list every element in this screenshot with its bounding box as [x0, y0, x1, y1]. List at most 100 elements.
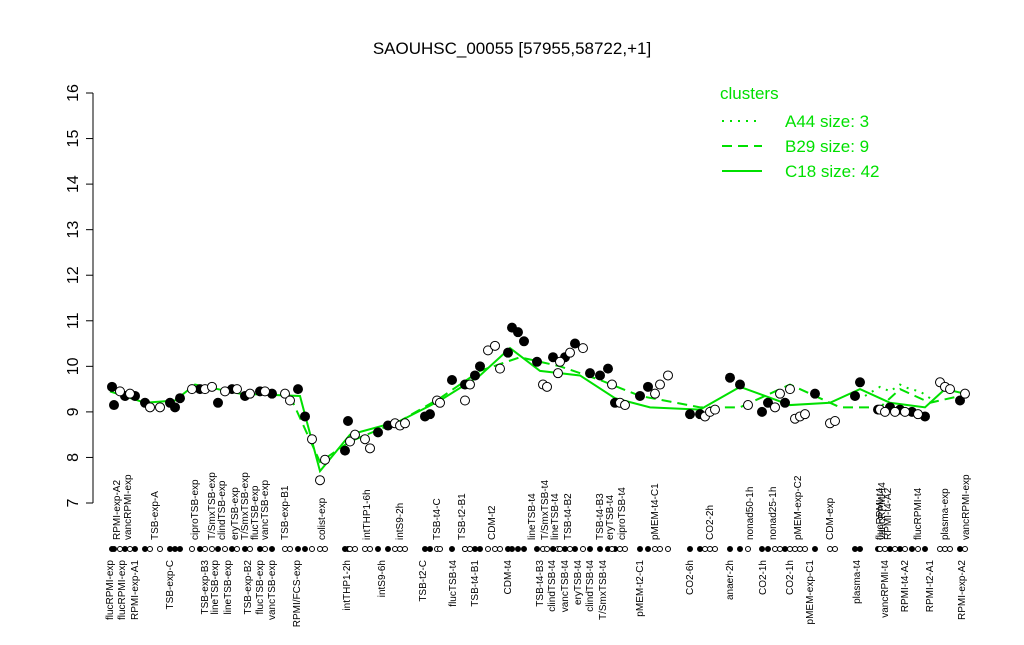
- rug-point: [157, 546, 163, 552]
- top-label: CO2-2h: [705, 505, 716, 540]
- point: [490, 340, 500, 351]
- rug-point: [485, 546, 491, 552]
- rug-point: [962, 546, 968, 552]
- point: [425, 409, 435, 420]
- y-tick-label: 13: [65, 221, 82, 239]
- top-label: TSB-exp-A: [150, 491, 161, 540]
- rug-point: [922, 546, 928, 552]
- bottom-label: vancRPMI-t4: [880, 560, 891, 618]
- top-label: T/SmxTSB-exp: [240, 472, 251, 540]
- top-label: TSB-t2-B1: [457, 493, 468, 540]
- point: [607, 379, 617, 390]
- rug-point: [209, 546, 215, 552]
- rug-point: [247, 546, 253, 552]
- rug-point: [802, 546, 808, 552]
- point: [495, 363, 505, 374]
- rug-point: [172, 546, 178, 552]
- rug-point: [609, 546, 615, 552]
- rug-point: [782, 546, 788, 552]
- point: [232, 384, 242, 395]
- rug-point: [147, 546, 153, 552]
- bottom-label: TSB-exp-B2: [243, 560, 254, 615]
- y-tick-label: 16: [65, 84, 82, 102]
- point: [743, 400, 753, 411]
- point: [207, 381, 217, 392]
- point: [810, 388, 820, 399]
- rug-point: [222, 546, 228, 552]
- rug-point: [257, 546, 263, 552]
- point: [655, 379, 665, 390]
- top-label: pMEM-exp-C2: [793, 475, 804, 540]
- rug-point: [449, 546, 455, 552]
- top-label: T/SmxTSB-t4: [540, 480, 551, 540]
- rug-point: [322, 546, 328, 552]
- top-label: plasma-exp: [940, 488, 951, 540]
- top-label: pMEM-t4-C1: [650, 483, 661, 540]
- top-label: ciproTSB-exp: [190, 479, 201, 540]
- top-label: colist-exp: [317, 497, 328, 540]
- rug-point: [562, 546, 568, 552]
- point: [735, 379, 745, 390]
- rug-point: [887, 546, 893, 552]
- point: [435, 397, 445, 408]
- bottom-label: intS9-6h: [377, 560, 388, 597]
- point: [890, 406, 900, 417]
- point: [350, 429, 360, 440]
- point: [553, 368, 563, 379]
- point: [465, 379, 475, 390]
- bottom-label: CDM-t4: [503, 560, 514, 595]
- bottom-label: flucTSB-exp: [255, 560, 266, 615]
- point: [320, 454, 330, 465]
- rug-point: [702, 546, 708, 552]
- point: [555, 356, 565, 367]
- rug-point: [957, 546, 963, 552]
- rug-point: [167, 546, 173, 552]
- point: [315, 475, 325, 486]
- rug-point: [745, 546, 751, 552]
- point: [955, 395, 965, 406]
- point: [595, 370, 605, 381]
- bottom-label: CO2-1h: [785, 560, 796, 595]
- point: [107, 381, 117, 392]
- rug-point: [832, 546, 838, 552]
- rug-point: [309, 546, 315, 552]
- bottom-label: RPMI-t4-A2: [900, 560, 911, 613]
- bottom-label: flucRPMI-exp: [105, 560, 116, 620]
- bottom-label: eryTSB-t4: [573, 560, 584, 605]
- rug-point: [422, 546, 428, 552]
- rug-point: [637, 546, 643, 552]
- bottom-label: RPMI-exp-A1: [130, 560, 141, 620]
- top-label: TSB-t4-B3: [595, 493, 606, 540]
- top-label: vancRPMI-t4: [877, 482, 888, 540]
- rug-point: [117, 546, 123, 552]
- top-label: nonad25-1h: [768, 487, 779, 540]
- rug-point: [857, 546, 863, 552]
- y-tick-label: 10: [65, 357, 82, 375]
- top-label: ciproTSB-t4: [617, 487, 628, 540]
- top-label: clindTSB-exp: [217, 480, 228, 540]
- point: [400, 418, 410, 429]
- point: [519, 336, 529, 347]
- rug-point: [472, 546, 478, 552]
- rug-point: [287, 546, 293, 552]
- rug-point: [909, 546, 915, 552]
- point: [880, 406, 890, 417]
- bottom-label: clindTSB-t4: [585, 560, 596, 612]
- point: [757, 406, 767, 417]
- point: [170, 402, 180, 413]
- point: [710, 404, 720, 415]
- point: [345, 436, 355, 447]
- bottom-label: flucTSB-t4: [448, 560, 459, 607]
- point: [542, 381, 552, 392]
- rug-point: [397, 546, 403, 552]
- rug-point: [915, 546, 921, 552]
- rug-point: [567, 546, 573, 552]
- rug-point: [937, 546, 943, 552]
- rug-point: [177, 546, 183, 552]
- rug-point: [295, 546, 301, 552]
- point: [650, 388, 660, 399]
- point: [155, 402, 165, 413]
- rug-point: [665, 546, 671, 552]
- point: [785, 384, 795, 395]
- rug-point: [234, 546, 240, 552]
